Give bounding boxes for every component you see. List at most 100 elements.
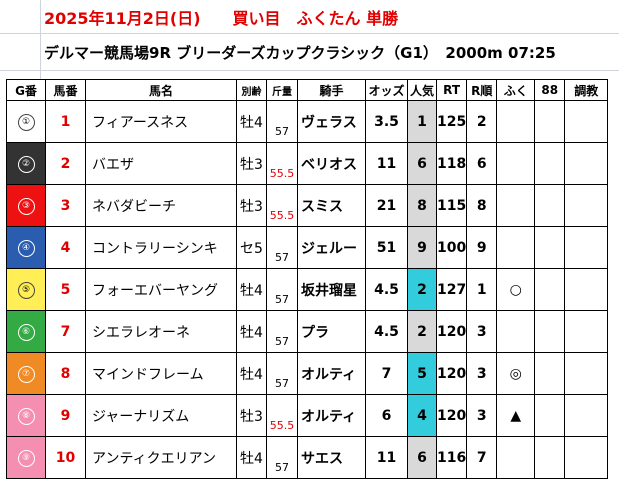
rt-cell[interactable]: 120 xyxy=(435,310,468,353)
chokyo-cell[interactable] xyxy=(564,394,609,437)
rt-cell[interactable]: 120 xyxy=(435,352,468,395)
sex-age-cell[interactable]: 牡4 xyxy=(236,436,267,479)
chokyo-cell[interactable] xyxy=(564,226,609,269)
fukutan-mark-cell[interactable] xyxy=(496,436,536,479)
gate-cell[interactable]: ① xyxy=(6,100,46,143)
horse-name-cell[interactable]: ジャーナリズム xyxy=(85,394,237,437)
weight-cell[interactable]: 55.5 xyxy=(266,142,298,185)
jockey-cell[interactable]: 坂井瑠星 xyxy=(297,268,366,311)
table-row[interactable]: ⑨ 10 アンティクエリアン 牡4 57 サエス 11 6 116 7 xyxy=(6,436,609,479)
popularity-cell[interactable]: 1 xyxy=(407,100,437,143)
horse-name-cell[interactable]: アンティクエリアン xyxy=(85,436,237,479)
weight-cell[interactable]: 55.5 xyxy=(266,184,298,227)
r-rank-cell[interactable]: 8 xyxy=(466,184,498,227)
col-header[interactable]: 馬名 xyxy=(85,79,237,101)
fukutan-mark-cell[interactable] xyxy=(496,142,536,185)
r-rank-cell[interactable]: 7 xyxy=(466,436,498,479)
sex-age-cell[interactable]: セ5 xyxy=(236,226,267,269)
horse-name-cell[interactable]: フィアースネス xyxy=(85,100,237,143)
table-row[interactable]: ② 2 バエザ 牡3 55.5 ベリオス 11 6 118 6 xyxy=(6,142,609,185)
horse-number-cell[interactable]: 9 xyxy=(45,394,86,437)
gate-cell[interactable]: ⑥ xyxy=(6,310,46,353)
horse-number-cell[interactable]: 8 xyxy=(45,352,86,395)
r-rank-cell[interactable]: 6 xyxy=(466,142,498,185)
weight-cell[interactable]: 57 xyxy=(266,436,298,479)
chokyo-cell[interactable] xyxy=(564,184,609,227)
table-row[interactable]: ⑦ 8 マインドフレーム 牡4 57 オルティ 7 5 120 3 ◎ xyxy=(6,352,609,395)
col-header[interactable]: 88 xyxy=(534,79,566,101)
horse-name-cell[interactable]: フォーエバーヤング xyxy=(85,268,237,311)
chokyo-cell[interactable] xyxy=(564,142,609,185)
fukutan-mark-cell[interactable]: ◎ xyxy=(496,352,536,395)
col-88-cell[interactable] xyxy=(534,436,566,479)
horse-number-cell[interactable]: 1 xyxy=(45,100,86,143)
sex-age-cell[interactable]: 牡4 xyxy=(236,268,267,311)
rt-cell[interactable]: 116 xyxy=(435,436,468,479)
gate-cell[interactable]: ⑧ xyxy=(6,394,46,437)
odds-cell[interactable]: 3.5 xyxy=(365,100,408,143)
chokyo-cell[interactable] xyxy=(564,268,609,311)
rt-cell[interactable]: 100 xyxy=(435,226,468,269)
col-header[interactable]: オッズ xyxy=(365,79,408,101)
r-rank-cell[interactable]: 2 xyxy=(466,100,498,143)
gate-cell[interactable]: ② xyxy=(6,142,46,185)
popularity-cell[interactable]: 9 xyxy=(407,226,437,269)
popularity-cell[interactable]: 8 xyxy=(407,184,437,227)
odds-cell[interactable]: 51 xyxy=(365,226,408,269)
col-88-cell[interactable] xyxy=(534,310,566,353)
r-rank-cell[interactable]: 3 xyxy=(466,394,498,437)
horse-number-cell[interactable]: 3 xyxy=(45,184,86,227)
jockey-cell[interactable]: ジェルー xyxy=(297,226,366,269)
gate-cell[interactable]: ③ xyxy=(6,184,46,227)
weight-cell[interactable]: 57 xyxy=(266,352,298,395)
sex-age-cell[interactable]: 牡4 xyxy=(236,100,267,143)
col-88-cell[interactable] xyxy=(534,394,566,437)
chokyo-cell[interactable] xyxy=(564,310,609,353)
weight-cell[interactable]: 55.5 xyxy=(266,394,298,437)
chokyo-cell[interactable] xyxy=(564,436,609,479)
col-header[interactable]: R順 xyxy=(466,79,498,101)
sex-age-cell[interactable]: 牡4 xyxy=(236,352,267,395)
table-row[interactable]: ⑥ 7 シエラレオーネ 牡4 57 プラ 4.5 2 120 3 xyxy=(6,310,609,353)
fukutan-mark-cell[interactable]: ▲ xyxy=(496,394,536,437)
horse-number-cell[interactable]: 5 xyxy=(45,268,86,311)
horse-number-cell[interactable]: 10 xyxy=(45,436,86,479)
r-rank-cell[interactable]: 3 xyxy=(466,352,498,395)
fukutan-mark-cell[interactable] xyxy=(496,226,536,269)
table-row[interactable]: ③ 3 ネバダビーチ 牡3 55.5 スミス 21 8 115 8 xyxy=(6,184,609,227)
horse-name-cell[interactable]: マインドフレーム xyxy=(85,352,237,395)
gate-cell[interactable]: ⑨ xyxy=(6,436,46,479)
popularity-cell[interactable]: 4 xyxy=(407,394,437,437)
col-header[interactable]: 人気 xyxy=(407,79,437,101)
odds-cell[interactable]: 4.5 xyxy=(365,310,408,353)
rt-cell[interactable]: 115 xyxy=(435,184,468,227)
jockey-cell[interactable]: サエス xyxy=(297,436,366,479)
odds-cell[interactable]: 11 xyxy=(365,142,408,185)
popularity-cell[interactable]: 6 xyxy=(407,436,437,479)
odds-cell[interactable]: 21 xyxy=(365,184,408,227)
horse-name-cell[interactable]: シエラレオーネ xyxy=(85,310,237,353)
r-rank-cell[interactable]: 9 xyxy=(466,226,498,269)
col-header[interactable]: 斤量 xyxy=(266,79,298,101)
rt-cell[interactable]: 118 xyxy=(435,142,468,185)
col-header[interactable]: 騎手 xyxy=(297,79,366,101)
col-88-cell[interactable] xyxy=(534,352,566,395)
popularity-cell[interactable]: 5 xyxy=(407,352,437,395)
rt-cell[interactable]: 127 xyxy=(435,268,468,311)
odds-cell[interactable]: 7 xyxy=(365,352,408,395)
horse-number-cell[interactable]: 7 xyxy=(45,310,86,353)
col-88-cell[interactable] xyxy=(534,268,566,311)
chokyo-cell[interactable] xyxy=(564,100,609,143)
popularity-cell[interactable]: 6 xyxy=(407,142,437,185)
odds-cell[interactable]: 6 xyxy=(365,394,408,437)
jockey-cell[interactable]: ヴェラス xyxy=(297,100,366,143)
jockey-cell[interactable]: オルティ xyxy=(297,394,366,437)
rt-cell[interactable]: 120 xyxy=(435,394,468,437)
weight-cell[interactable]: 57 xyxy=(266,268,298,311)
horse-number-cell[interactable]: 4 xyxy=(45,226,86,269)
col-header[interactable]: 馬番 xyxy=(45,79,86,101)
jockey-cell[interactable]: ベリオス xyxy=(297,142,366,185)
jockey-cell[interactable]: オルティ xyxy=(297,352,366,395)
jockey-cell[interactable]: プラ xyxy=(297,310,366,353)
table-row[interactable]: ⑧ 9 ジャーナリズム 牡3 55.5 オルティ 6 4 120 3 ▲ xyxy=(6,394,609,437)
